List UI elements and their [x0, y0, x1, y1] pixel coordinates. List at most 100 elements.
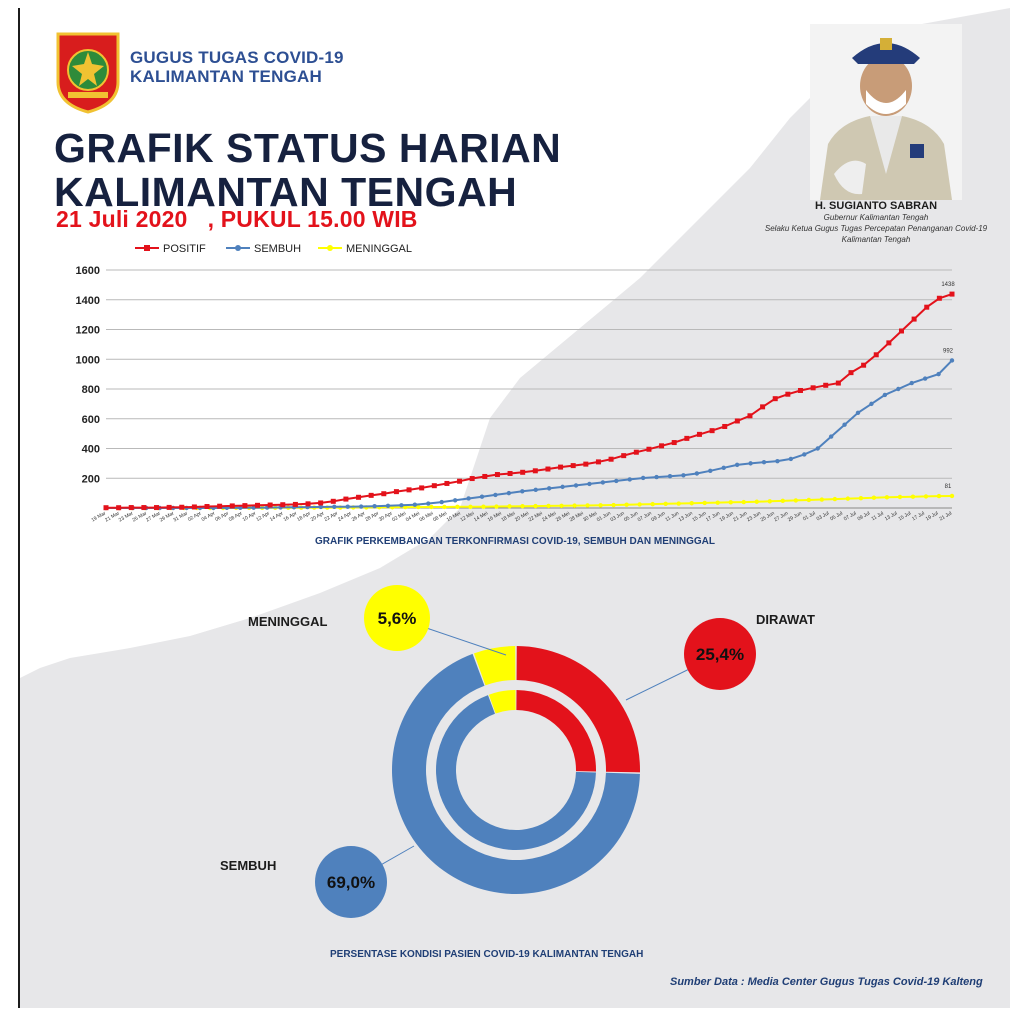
- data-point: [734, 462, 740, 468]
- data-point: [819, 497, 825, 502]
- donut-slice-dirawat-inner: [516, 690, 597, 772]
- data-point: [305, 501, 311, 507]
- x-tick-label: 03 Jul: [816, 511, 831, 523]
- data-point: [533, 503, 538, 509]
- legend-swatch-marker: [327, 245, 333, 251]
- org-line-2: KALIMANTAN TENGAH: [130, 67, 322, 86]
- data-point: [429, 504, 434, 510]
- legend-item-sembuh: SEMBUH: [226, 243, 301, 255]
- data-point: [559, 503, 564, 508]
- data-point: [949, 291, 955, 297]
- data-point: [520, 489, 525, 494]
- data-point: [608, 456, 614, 462]
- x-tick-label: 18 Apr: [296, 510, 312, 523]
- data-point: [358, 504, 364, 509]
- title-line-2: KALIMANTAN TENGAH: [54, 169, 518, 215]
- data-point: [611, 502, 616, 508]
- x-tick-label: 24 Apr: [337, 510, 353, 523]
- data-point: [911, 316, 917, 322]
- legend-swatch-marker: [235, 245, 241, 251]
- data-point: [734, 418, 740, 424]
- official-role-2: Selaku Ketua Gugus Tugas Percepatan Pena…: [764, 224, 988, 233]
- data-point: [481, 504, 486, 509]
- data-point: [882, 392, 888, 398]
- data-point: [896, 386, 901, 392]
- data-point: [721, 465, 726, 471]
- data-point: [696, 431, 702, 437]
- data-point: [702, 500, 707, 506]
- x-tick-label: 20 Apr: [310, 510, 326, 523]
- data-point: [741, 499, 746, 505]
- infographic: GUGUS TUGAS COVID-19 KALIMANTAN TENGAH G…: [18, 8, 1010, 1008]
- x-tick-label: 09 Jul: [857, 511, 872, 523]
- data-point: [722, 423, 728, 429]
- data-point: [694, 471, 700, 476]
- data-label-last: 1438: [941, 282, 955, 288]
- data-point: [426, 501, 431, 506]
- data-point: [848, 370, 854, 376]
- data-point: [709, 428, 715, 434]
- data-point: [748, 461, 753, 466]
- data-point: [457, 478, 463, 484]
- x-tick-label: 25 Jun: [760, 510, 776, 523]
- x-tick-label: 29 Jun: [787, 510, 803, 523]
- page-title: GRAFIK STATUS HARIAN KALIMANTAN TENGAH: [54, 126, 561, 214]
- data-point: [356, 494, 362, 500]
- data-point: [780, 498, 785, 504]
- data-point: [439, 499, 444, 505]
- x-tick-label: 21 Jul: [938, 511, 953, 523]
- data-point: [676, 501, 681, 506]
- data-point: [667, 473, 673, 479]
- data-point: [797, 387, 803, 393]
- data-point: [650, 501, 655, 507]
- data-point: [128, 505, 134, 511]
- data-point: [343, 496, 349, 502]
- data-point: [583, 461, 589, 467]
- data-source: Sumber Data : Media Center Gugus Tugas C…: [670, 976, 983, 988]
- x-tick-label: 11 Jun: [664, 510, 680, 523]
- data-point: [455, 504, 460, 510]
- data-point: [520, 469, 526, 475]
- x-tick-label: 06 Mei: [418, 511, 434, 524]
- data-point: [570, 463, 576, 469]
- patient-condition-donut-chart: 25,4% DIRAWAT 69,0% SEMBUH 5,6% MENINGGAL: [220, 585, 815, 918]
- y-tick-label: 1600: [76, 265, 100, 277]
- data-point: [572, 503, 577, 508]
- x-tick-label: 14 Mei: [473, 511, 489, 524]
- data-point: [835, 380, 841, 386]
- x-tick-label: 15 Jul: [898, 511, 913, 523]
- data-point: [545, 466, 551, 472]
- y-tick-label: 400: [82, 444, 100, 456]
- data-point: [585, 503, 590, 508]
- data-point: [815, 446, 820, 451]
- data-point: [494, 504, 499, 509]
- data-point: [715, 500, 720, 505]
- x-tick-label: 10 Mei: [446, 511, 462, 524]
- data-point: [897, 494, 903, 500]
- x-tick-label: 03 Jun: [610, 510, 626, 523]
- data-point: [419, 485, 425, 491]
- data-point: [595, 459, 601, 465]
- data-point: [869, 401, 874, 407]
- data-point: [842, 422, 847, 427]
- data-point: [855, 410, 861, 415]
- y-tick-label: 1200: [76, 325, 100, 337]
- data-point: [810, 385, 816, 391]
- data-point: [832, 496, 838, 502]
- data-point: [936, 371, 941, 377]
- data-point: [506, 490, 512, 496]
- data-point: [452, 498, 458, 503]
- data-point: [861, 362, 867, 368]
- data-point: [614, 478, 619, 484]
- legend-label: POSITIF: [163, 243, 206, 255]
- data-point: [238, 505, 243, 511]
- data-point: [775, 458, 780, 464]
- x-tick-label: 04 Apr: [201, 510, 217, 523]
- data-point: [141, 505, 147, 511]
- data-point: [637, 502, 642, 507]
- data-point: [469, 476, 475, 482]
- x-tick-label: 28 Apr: [364, 510, 380, 523]
- official-role-3: Kalimantan Tengah: [841, 235, 911, 244]
- data-point: [103, 505, 109, 511]
- x-tick-label: 12 Apr: [255, 510, 271, 523]
